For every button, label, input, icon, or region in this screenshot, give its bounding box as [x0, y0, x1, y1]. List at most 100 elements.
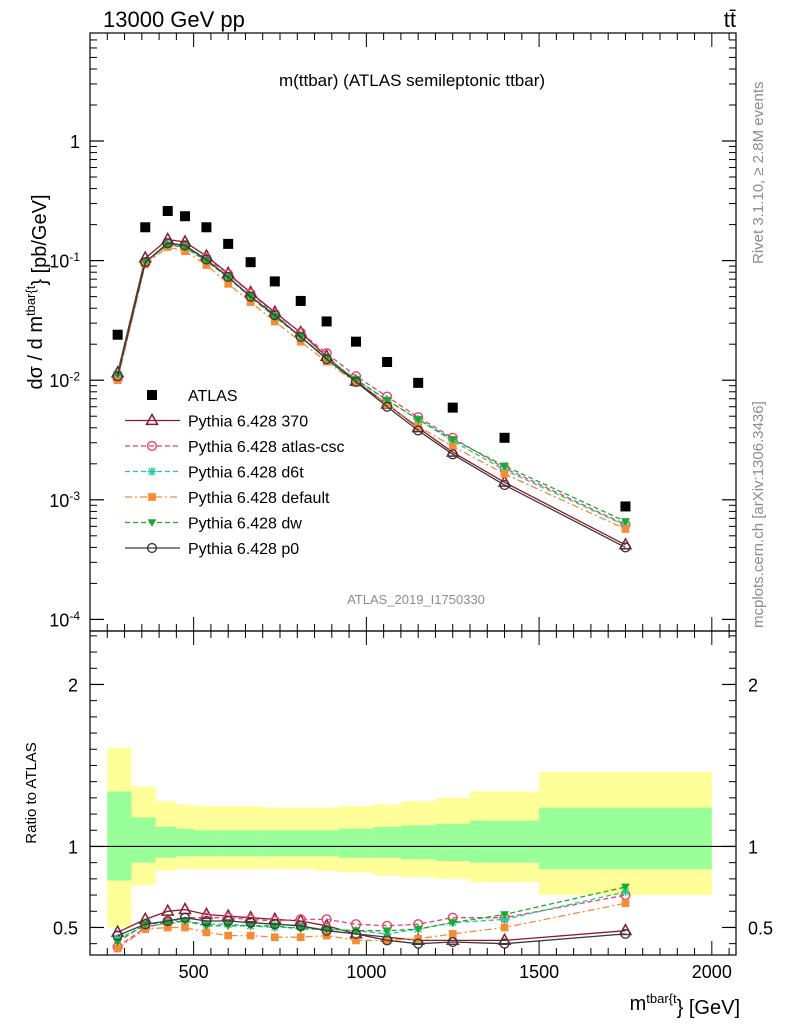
ratio-point-pythia-6-428-default	[448, 930, 457, 938]
uncertainty-band-inner	[238, 830, 263, 857]
ratio-point-pythia-6-428-p0	[223, 915, 234, 927]
main-y-axis-label: dσ / d mtbar{t} [pb/GeV]	[23, 194, 51, 389]
y-tick-label: 1	[70, 132, 80, 152]
rivet-version-label: Rivet 3.1.10, ≥ 2.8M events	[750, 82, 767, 265]
point-pythia-6-428-p0	[499, 479, 510, 491]
ratio-point-pythia-6-428-default	[202, 928, 211, 937]
ratio-line-pythia-6-428-atlas-csc	[117, 894, 626, 948]
point-pythia-6-428-dw	[621, 518, 630, 526]
mcplots-source-label: mcplots.cern.ch [arXiv:1306.3436]	[750, 401, 767, 628]
ratio-line-pythia-6-428-dw	[117, 886, 626, 943]
ratio-line-pythia-6-428-370	[117, 908, 626, 942]
uncertainty-band-inner	[470, 820, 540, 863]
ratio-point-pythia-6-428-p0	[295, 920, 306, 931]
point-pythia-6-428-dw	[270, 313, 280, 322]
main-plot-marks	[110, 205, 633, 553]
data-point-atlas	[245, 257, 256, 268]
data-point-atlas	[382, 356, 393, 367]
ratio-point-pythia-6-428-dw	[382, 927, 392, 936]
ratio-y-tick-label-right: 0.5	[748, 918, 773, 938]
point-pythia-6-428-dw	[382, 396, 392, 405]
point-pythia-6-428-default	[448, 442, 457, 451]
legend-marker-pythia-6-428-d6t	[147, 467, 157, 476]
ratio-point-pythia-6-428-dw	[113, 938, 123, 947]
point-pythia-6-428-p0	[447, 449, 458, 460]
point-pythia-6-428-p0	[140, 257, 151, 268]
ratio-point-pythia-6-428-p0	[620, 928, 631, 940]
data-point-atlas	[447, 402, 458, 413]
point-pythia-6-428-p0	[350, 376, 362, 387]
ratio-point-pythia-6-428-370	[178, 902, 192, 915]
main-axes: 1 10-1 10-2 10-3 10-4	[49, 32, 736, 631]
point-pythia-6-428-p0	[162, 238, 173, 249]
ratio-y-tick-label-right: 2	[748, 675, 758, 695]
point-pythia-6-428-p0	[245, 291, 256, 302]
point-pythia-6-428-p0	[321, 354, 332, 365]
point-pythia-6-428-default	[500, 469, 509, 478]
ratio-point-pythia-6-428-p0	[179, 912, 191, 923]
series-line-pythia-6-428-default	[116, 246, 626, 530]
data-point-atlas	[223, 238, 234, 249]
legend-marker-pythia-6-428-atlas-csc	[146, 440, 158, 452]
uncertainty-band-inner	[176, 828, 194, 857]
ratio-y-tick-label-right: 1	[748, 837, 758, 857]
legend-label-pythia-6-428-d6t: Pythia 6.428 d6t	[188, 465, 304, 482]
x-tick-label: 500	[179, 962, 209, 982]
point-pythia-6-428-dw	[223, 274, 233, 283]
data-point-atlas	[499, 432, 510, 443]
ratio-point-pythia-6-428-default	[621, 899, 630, 908]
legend-label-pythia-6-428-370: Pythia 6.428 370	[188, 414, 308, 431]
point-pythia-6-428-p0	[381, 401, 393, 412]
uncertainty-band-inner	[400, 825, 436, 860]
x-axis-label: mtbar{t} [GeV]	[630, 991, 740, 1019]
ratio-point-pythia-6-428-default	[224, 931, 233, 940]
uncertainty-band-inner	[262, 830, 287, 857]
point-pythia-6-428-p0	[269, 310, 280, 321]
ratio-point-pythia-6-428-p0	[162, 915, 173, 927]
ratio-axes: 0.5 0.5 1 1 2 2 500 1000 1500 2000	[53, 631, 773, 982]
main-title: m(ttbar) (ATLAS semileptonic ttbar)	[279, 71, 545, 90]
ratio-point-pythia-6-428-default	[246, 931, 255, 940]
series-line-pythia-6-428-d6t	[116, 243, 626, 527]
ratio-point-pythia-6-428-atlas-csc	[321, 914, 332, 925]
legend-label-atlas: ATLAS	[188, 388, 238, 405]
point-pythia-6-428-dw	[202, 257, 211, 266]
ratio-point-pythia-6-428-p0	[269, 919, 280, 930]
ratio-point-pythia-6-428-p0	[447, 936, 458, 948]
ratio-y-tick-label-left: 1	[68, 837, 78, 857]
ratio-point-pythia-6-428-d6t	[500, 914, 509, 924]
x-tick-label: 1000	[346, 962, 386, 982]
main-plot-frame	[89, 32, 737, 632]
data-point-atlas	[413, 377, 424, 388]
ratio-point-pythia-6-428-d6t	[621, 887, 630, 897]
ratio-point-pythia-6-428-p0	[381, 935, 393, 946]
data-point-atlas	[269, 276, 280, 287]
point-pythia-6-428-p0	[295, 331, 306, 343]
ratio-y-tick-label-left: 0.5	[53, 918, 78, 938]
point-pythia-6-428-p0	[201, 254, 212, 265]
legend-marker-pythia-6-428-370	[145, 412, 159, 426]
ratio-point-pythia-6-428-dw	[500, 911, 509, 919]
point-pythia-6-428-dw	[413, 416, 423, 424]
ratio-point-pythia-6-428-default	[181, 923, 189, 932]
series-line-pythia-6-428-p0	[116, 242, 626, 548]
data-point-atlas	[620, 501, 631, 512]
ratio-plot-frame	[89, 630, 737, 956]
data-point-atlas	[112, 329, 123, 340]
header-process-label: tt̄	[724, 7, 736, 32]
uncertainty-band-inner	[155, 827, 177, 858]
x-tick-label: 1500	[519, 962, 559, 982]
point-pythia-6-428-p0	[413, 425, 424, 436]
ratio-plot-marks	[110, 883, 633, 953]
y-tick-label: 10-3	[49, 489, 80, 511]
ratio-y-axis-label: Ratio to ATLAS	[23, 742, 40, 843]
ratio-point-pythia-6-428-370	[160, 903, 175, 916]
data-point-atlas	[162, 205, 173, 216]
y-tick-label: 10-1	[49, 250, 80, 272]
y-tick-label: 10-4	[49, 609, 80, 631]
data-point-atlas	[180, 211, 190, 222]
ratio-point-pythia-6-428-default	[352, 936, 360, 945]
header-energy-label: 13000 GeV pp	[103, 7, 245, 32]
legend-label-pythia-6-428-p0: Pythia 6.428 p0	[188, 541, 299, 558]
legend: ATLAS Pythia 6.428 370 Pythia 6.428 atlas-…	[125, 388, 345, 558]
